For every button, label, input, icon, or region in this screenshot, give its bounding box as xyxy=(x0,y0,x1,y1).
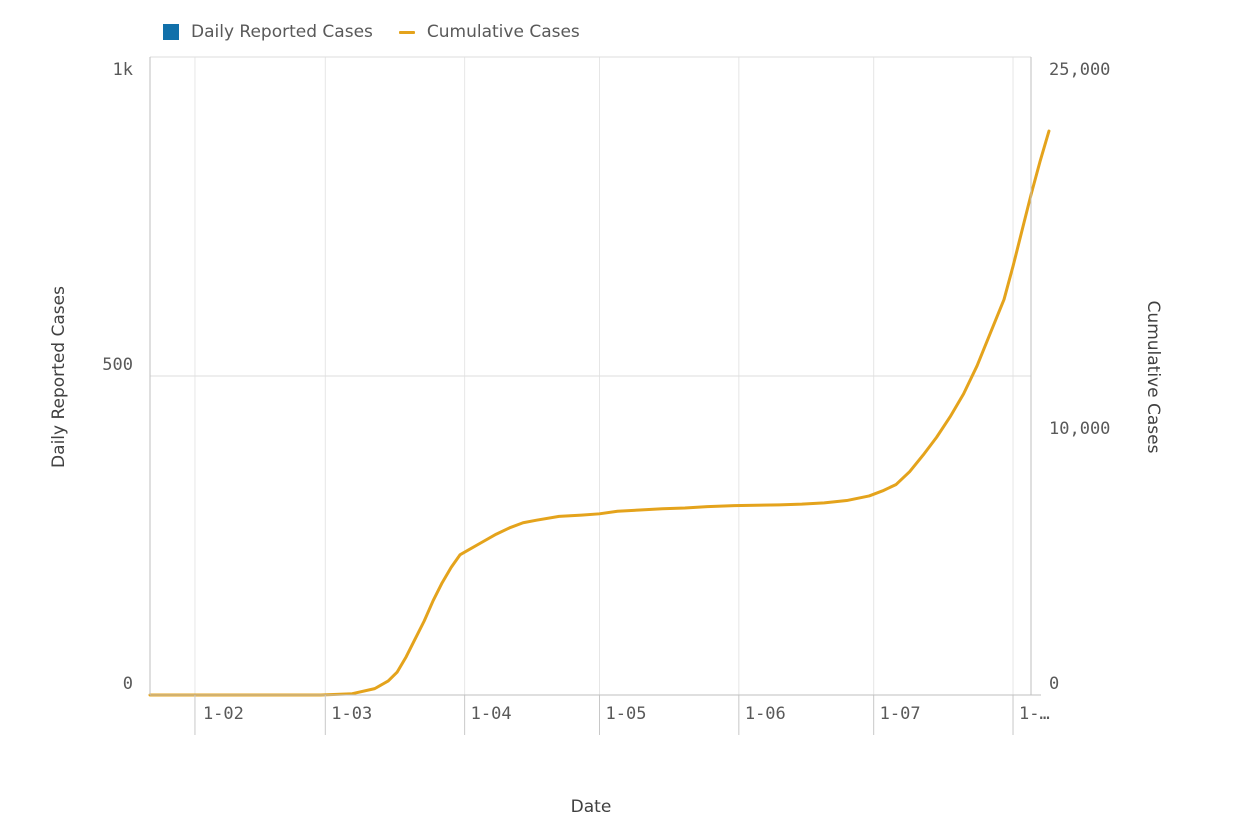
x-tick-label: 1-… xyxy=(1019,704,1050,724)
legend-item-cumulative[interactable]: Cumulative Cases xyxy=(398,22,580,42)
x-tick-label: 1-04 xyxy=(471,704,512,724)
axes xyxy=(149,57,1041,735)
x-tick-label: 1-02 xyxy=(203,704,244,724)
gridlines xyxy=(150,56,1031,695)
x-tick-label: 1-07 xyxy=(880,704,921,724)
legend-item-daily[interactable]: Daily Reported Cases xyxy=(163,22,373,42)
legend-label-daily: Daily Reported Cases xyxy=(191,22,373,42)
y-tick-label-left: 1k xyxy=(113,60,133,80)
y-axis-title-right: Cumulative Cases xyxy=(1143,301,1163,454)
legend-label-cumulative: Cumulative Cases xyxy=(426,22,580,42)
y-axis-title-left: Daily Reported Cases xyxy=(49,286,69,468)
cumulative-line[interactable] xyxy=(148,129,1051,697)
x-tick-label: 1-05 xyxy=(605,704,646,724)
legend: Daily Reported Cases Cumulative Cases xyxy=(163,20,580,44)
y-tick-label-right: 0 xyxy=(1049,674,1059,694)
x-tick-label: 1-03 xyxy=(331,704,372,724)
x-axis-title: Date xyxy=(571,797,612,817)
y-tick-label-right: 25,000 xyxy=(1049,60,1110,80)
cumulative-line-group xyxy=(148,129,1051,697)
y-tick-label-left: 0 xyxy=(123,674,133,694)
legend-swatch-cumulative xyxy=(398,30,415,34)
tick-labels: 1-02 1-03 1-04 1-05 1-06 1-07 1-… 0 500 1k 0 10,000… xyxy=(102,60,1110,724)
y-tick-label-right: 10,000 xyxy=(1049,419,1110,439)
y-tick-label-left: 500 xyxy=(102,355,133,375)
x-tick-label: 1-06 xyxy=(745,704,786,724)
legend-swatch-daily xyxy=(163,24,179,40)
